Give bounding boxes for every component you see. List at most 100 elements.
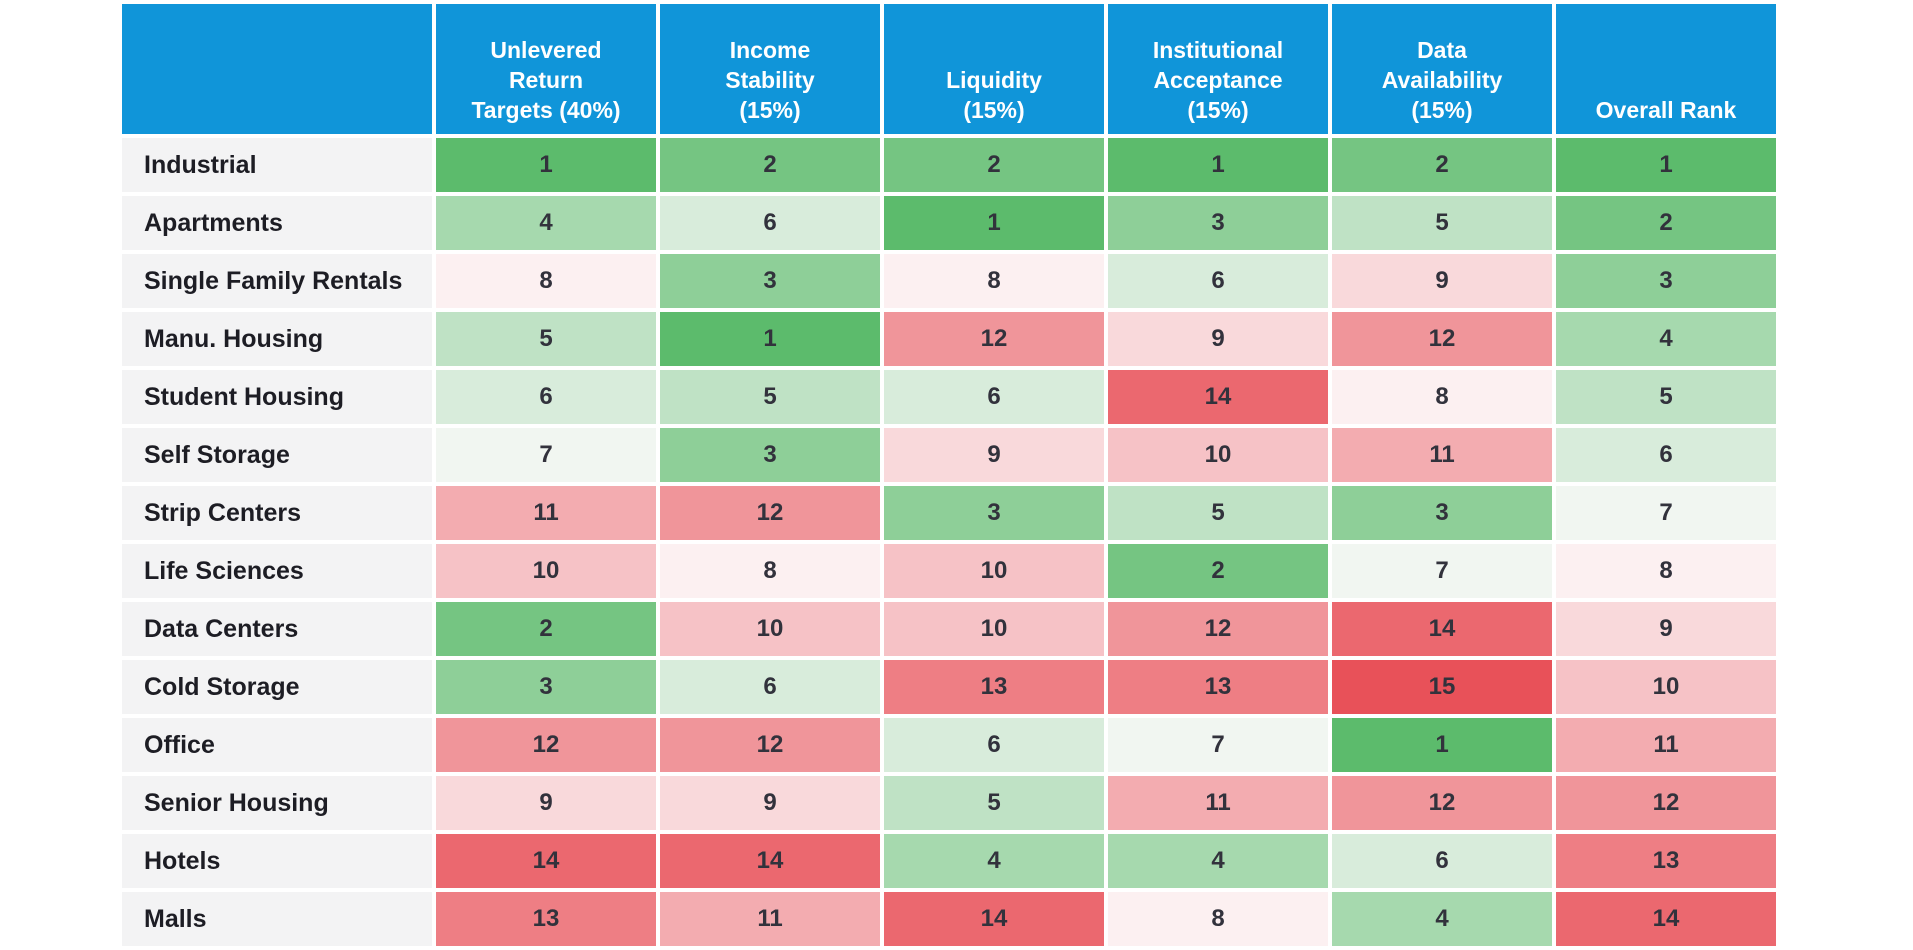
rank-cell: 3 [660,428,880,482]
rank-cell: 1 [436,138,656,192]
rank-cell: 9 [1556,602,1776,656]
rank-cell: 13 [1556,834,1776,888]
rank-cell: 14 [884,892,1104,946]
rank-cell: 3 [1556,254,1776,308]
sector-label: Cold Storage [122,660,432,714]
sector-label: Industrial [122,138,432,192]
rank-cell: 10 [436,544,656,598]
rank-cell: 12 [1556,776,1776,830]
table-row: Data Centers 2 10 10 12 14 9 [122,602,1776,656]
rank-cell: 13 [884,660,1104,714]
table-header: Unlevered Return Targets (40%) Income St… [122,4,1776,134]
rank-cell: 12 [660,718,880,772]
column-header-liquidity: Liquidity (15%) [884,4,1104,134]
table-row: Self Storage 7 3 9 10 11 6 [122,428,1776,482]
rank-cell: 10 [884,602,1104,656]
rank-cell: 11 [436,486,656,540]
rank-cell: 3 [660,254,880,308]
rank-cell: 5 [436,312,656,366]
table-row: Hotels 14 14 4 4 6 13 [122,834,1776,888]
rank-cell: 9 [1108,312,1328,366]
rank-cell: 10 [660,602,880,656]
rank-cell: 6 [1108,254,1328,308]
rank-cell: 3 [884,486,1104,540]
rank-cell: 3 [1108,196,1328,250]
rank-cell: 15 [1332,660,1552,714]
column-header-data-availability: Data Availability (15%) [1332,4,1552,134]
rank-cell: 7 [1556,486,1776,540]
rank-cell: 6 [1556,428,1776,482]
rank-cell: 5 [1332,196,1552,250]
sector-label: Single Family Rentals [122,254,432,308]
rank-cell: 1 [1556,138,1776,192]
rank-cell: 10 [1556,660,1776,714]
rank-cell: 12 [436,718,656,772]
rank-cell: 4 [1332,892,1552,946]
rank-cell: 10 [884,544,1104,598]
rank-cell: 13 [1108,660,1328,714]
rank-cell: 6 [660,196,880,250]
rank-cell: 8 [884,254,1104,308]
sector-label: Strip Centers [122,486,432,540]
table-row: Life Sciences 10 8 10 2 7 8 [122,544,1776,598]
sector-label: Manu. Housing [122,312,432,366]
rank-cell: 1 [884,196,1104,250]
table-row: Industrial 1 2 2 1 2 1 [122,138,1776,192]
rank-cell: 8 [660,544,880,598]
rank-cell: 4 [1556,312,1776,366]
rank-cell: 5 [660,370,880,424]
table-body: Industrial 1 2 2 1 2 1 Apartments 4 6 1 … [122,138,1776,946]
corner-header-cell [122,4,432,134]
rank-cell: 4 [436,196,656,250]
rank-cell: 1 [660,312,880,366]
ranking-table: Unlevered Return Targets (40%) Income St… [118,0,1780,950]
rank-cell: 5 [884,776,1104,830]
table-row: Office 12 12 6 7 1 11 [122,718,1776,772]
rank-cell: 8 [1556,544,1776,598]
column-header-unlevered-return-targets: Unlevered Return Targets (40%) [436,4,656,134]
rank-cell: 6 [884,718,1104,772]
rank-cell: 6 [1332,834,1552,888]
rank-cell: 2 [884,138,1104,192]
sector-label: Hotels [122,834,432,888]
rank-cell: 11 [1108,776,1328,830]
sector-label: Apartments [122,196,432,250]
sector-label: Self Storage [122,428,432,482]
sector-label: Office [122,718,432,772]
rank-cell: 12 [1108,602,1328,656]
rank-cell: 14 [1332,602,1552,656]
rank-cell: 14 [660,834,880,888]
rank-cell: 2 [1108,544,1328,598]
rank-cell: 6 [884,370,1104,424]
rank-cell: 2 [660,138,880,192]
rank-cell: 5 [1108,486,1328,540]
rank-cell: 9 [1332,254,1552,308]
sector-ranking-heatmap: Unlevered Return Targets (40%) Income St… [118,0,1780,950]
column-header-institutional-acceptance: Institutional Acceptance (15%) [1108,4,1328,134]
rank-cell: 2 [436,602,656,656]
rank-cell: 14 [1556,892,1776,946]
table-row: Cold Storage 3 6 13 13 15 10 [122,660,1776,714]
rank-cell: 14 [436,834,656,888]
table-row: Senior Housing 9 9 5 11 12 12 [122,776,1776,830]
rank-cell: 11 [660,892,880,946]
table-row: Malls 13 11 14 8 4 14 [122,892,1776,946]
rank-cell: 3 [1332,486,1552,540]
column-header-income-stability: Income Stability (15%) [660,4,880,134]
rank-cell: 2 [1332,138,1552,192]
header-row: Unlevered Return Targets (40%) Income St… [122,4,1776,134]
rank-cell: 10 [1108,428,1328,482]
rank-cell: 4 [884,834,1104,888]
sector-label: Life Sciences [122,544,432,598]
rank-cell: 2 [1556,196,1776,250]
rank-cell: 8 [1108,892,1328,946]
rank-cell: 12 [1332,776,1552,830]
table-row: Single Family Rentals 8 3 8 6 9 3 [122,254,1776,308]
rank-cell: 7 [1332,544,1552,598]
rank-cell: 13 [436,892,656,946]
rank-cell: 8 [1332,370,1552,424]
rank-cell: 11 [1556,718,1776,772]
rank-cell: 6 [436,370,656,424]
table-row: Strip Centers 11 12 3 5 3 7 [122,486,1776,540]
rank-cell: 11 [1332,428,1552,482]
